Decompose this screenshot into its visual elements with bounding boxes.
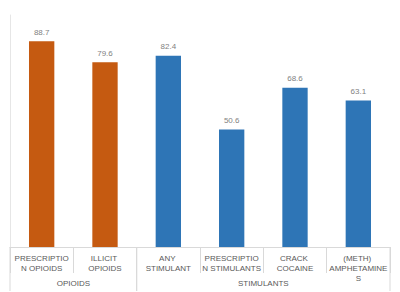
svg-text:S: S xyxy=(356,274,361,283)
svg-text:68.6: 68.6 xyxy=(287,74,303,83)
svg-text:PRESCRIPTIO: PRESCRIPTIO xyxy=(15,254,69,263)
svg-text:88.7: 88.7 xyxy=(34,28,50,37)
svg-text:(METH): (METH) xyxy=(343,254,373,263)
svg-text:STIMULANTS: STIMULANTS xyxy=(238,279,289,288)
svg-text:COCAINE: COCAINE xyxy=(277,264,313,273)
svg-text:82.4: 82.4 xyxy=(161,42,177,51)
svg-text:ILLICIT: ILLICIT xyxy=(91,254,119,263)
svg-text:CRACK: CRACK xyxy=(280,254,310,263)
svg-text:PRESCRIPTIO: PRESCRIPTIO xyxy=(205,254,259,263)
svg-text:N OPIOIDS: N OPIOIDS xyxy=(21,264,62,273)
svg-text:ANY: ANY xyxy=(159,254,178,263)
svg-text:63.1: 63.1 xyxy=(351,87,367,96)
svg-text:OPIOIDS: OPIOIDS xyxy=(88,264,121,273)
svg-text:OPIOIDS: OPIOIDS xyxy=(57,279,90,288)
svg-text:AMPHETAMINE: AMPHETAMINE xyxy=(329,264,387,273)
svg-text:79.6: 79.6 xyxy=(97,49,113,58)
svg-text:50.6: 50.6 xyxy=(224,116,240,125)
svg-text:N STIMULANTS: N STIMULANTS xyxy=(202,264,261,273)
svg-text:STIMULANT: STIMULANT xyxy=(146,264,191,273)
